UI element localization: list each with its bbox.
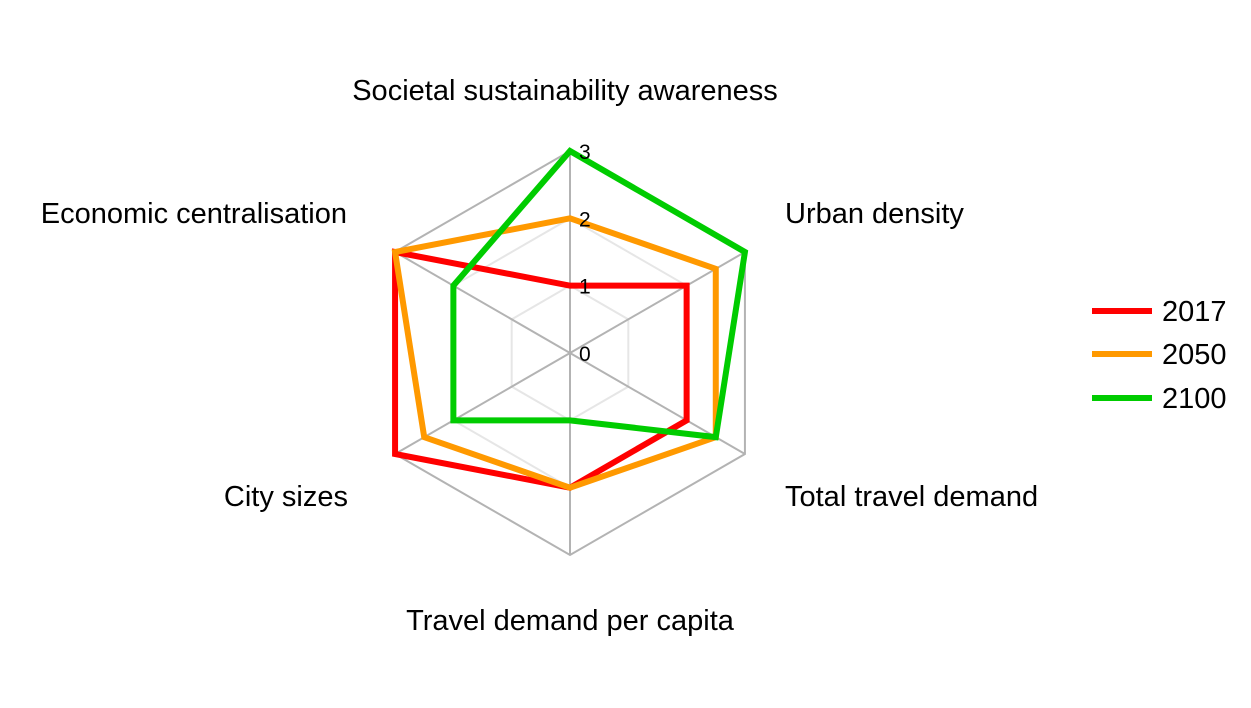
axis-label-city-sizes: City sizes [224,481,348,513]
tick-label-1: 1 [579,276,591,299]
axis-label-travel-demand-per-capita: Travel demand per capita [406,605,735,637]
axis-label-total-travel-demand: Total travel demand [785,481,1038,513]
legend-item-2050[interactable]: 2050 [1092,339,1227,371]
tick-label-3: 3 [579,141,591,164]
series-line-2100 [450,147,749,441]
series-line-2050 [391,215,719,491]
radar-axis-labels: Societal sustainability awareness Urban … [41,75,1038,637]
legend-item-2100[interactable]: 2100 [1092,383,1227,415]
radar-series [391,147,749,491]
axis-label-urban-density: Urban density [785,198,964,230]
legend: 2017 2050 2100 [1092,296,1227,415]
legend-label: 2100 [1162,383,1227,415]
tick-label-0: 0 [579,343,591,366]
spoke-5 [394,251,571,354]
legend-label: 2017 [1162,296,1227,328]
tick-label-2: 2 [579,208,591,231]
legend-item-2017[interactable]: 2017 [1092,296,1227,328]
axis-label-societal-sustainability-awareness: Societal sustainability awareness [352,75,778,107]
radar-tick-labels: 0 1 2 3 [579,141,591,366]
axis-label-economic-centralisation: Economic centralisation [41,198,347,230]
radar-spokes [394,151,746,555]
legend-label: 2050 [1162,339,1227,371]
